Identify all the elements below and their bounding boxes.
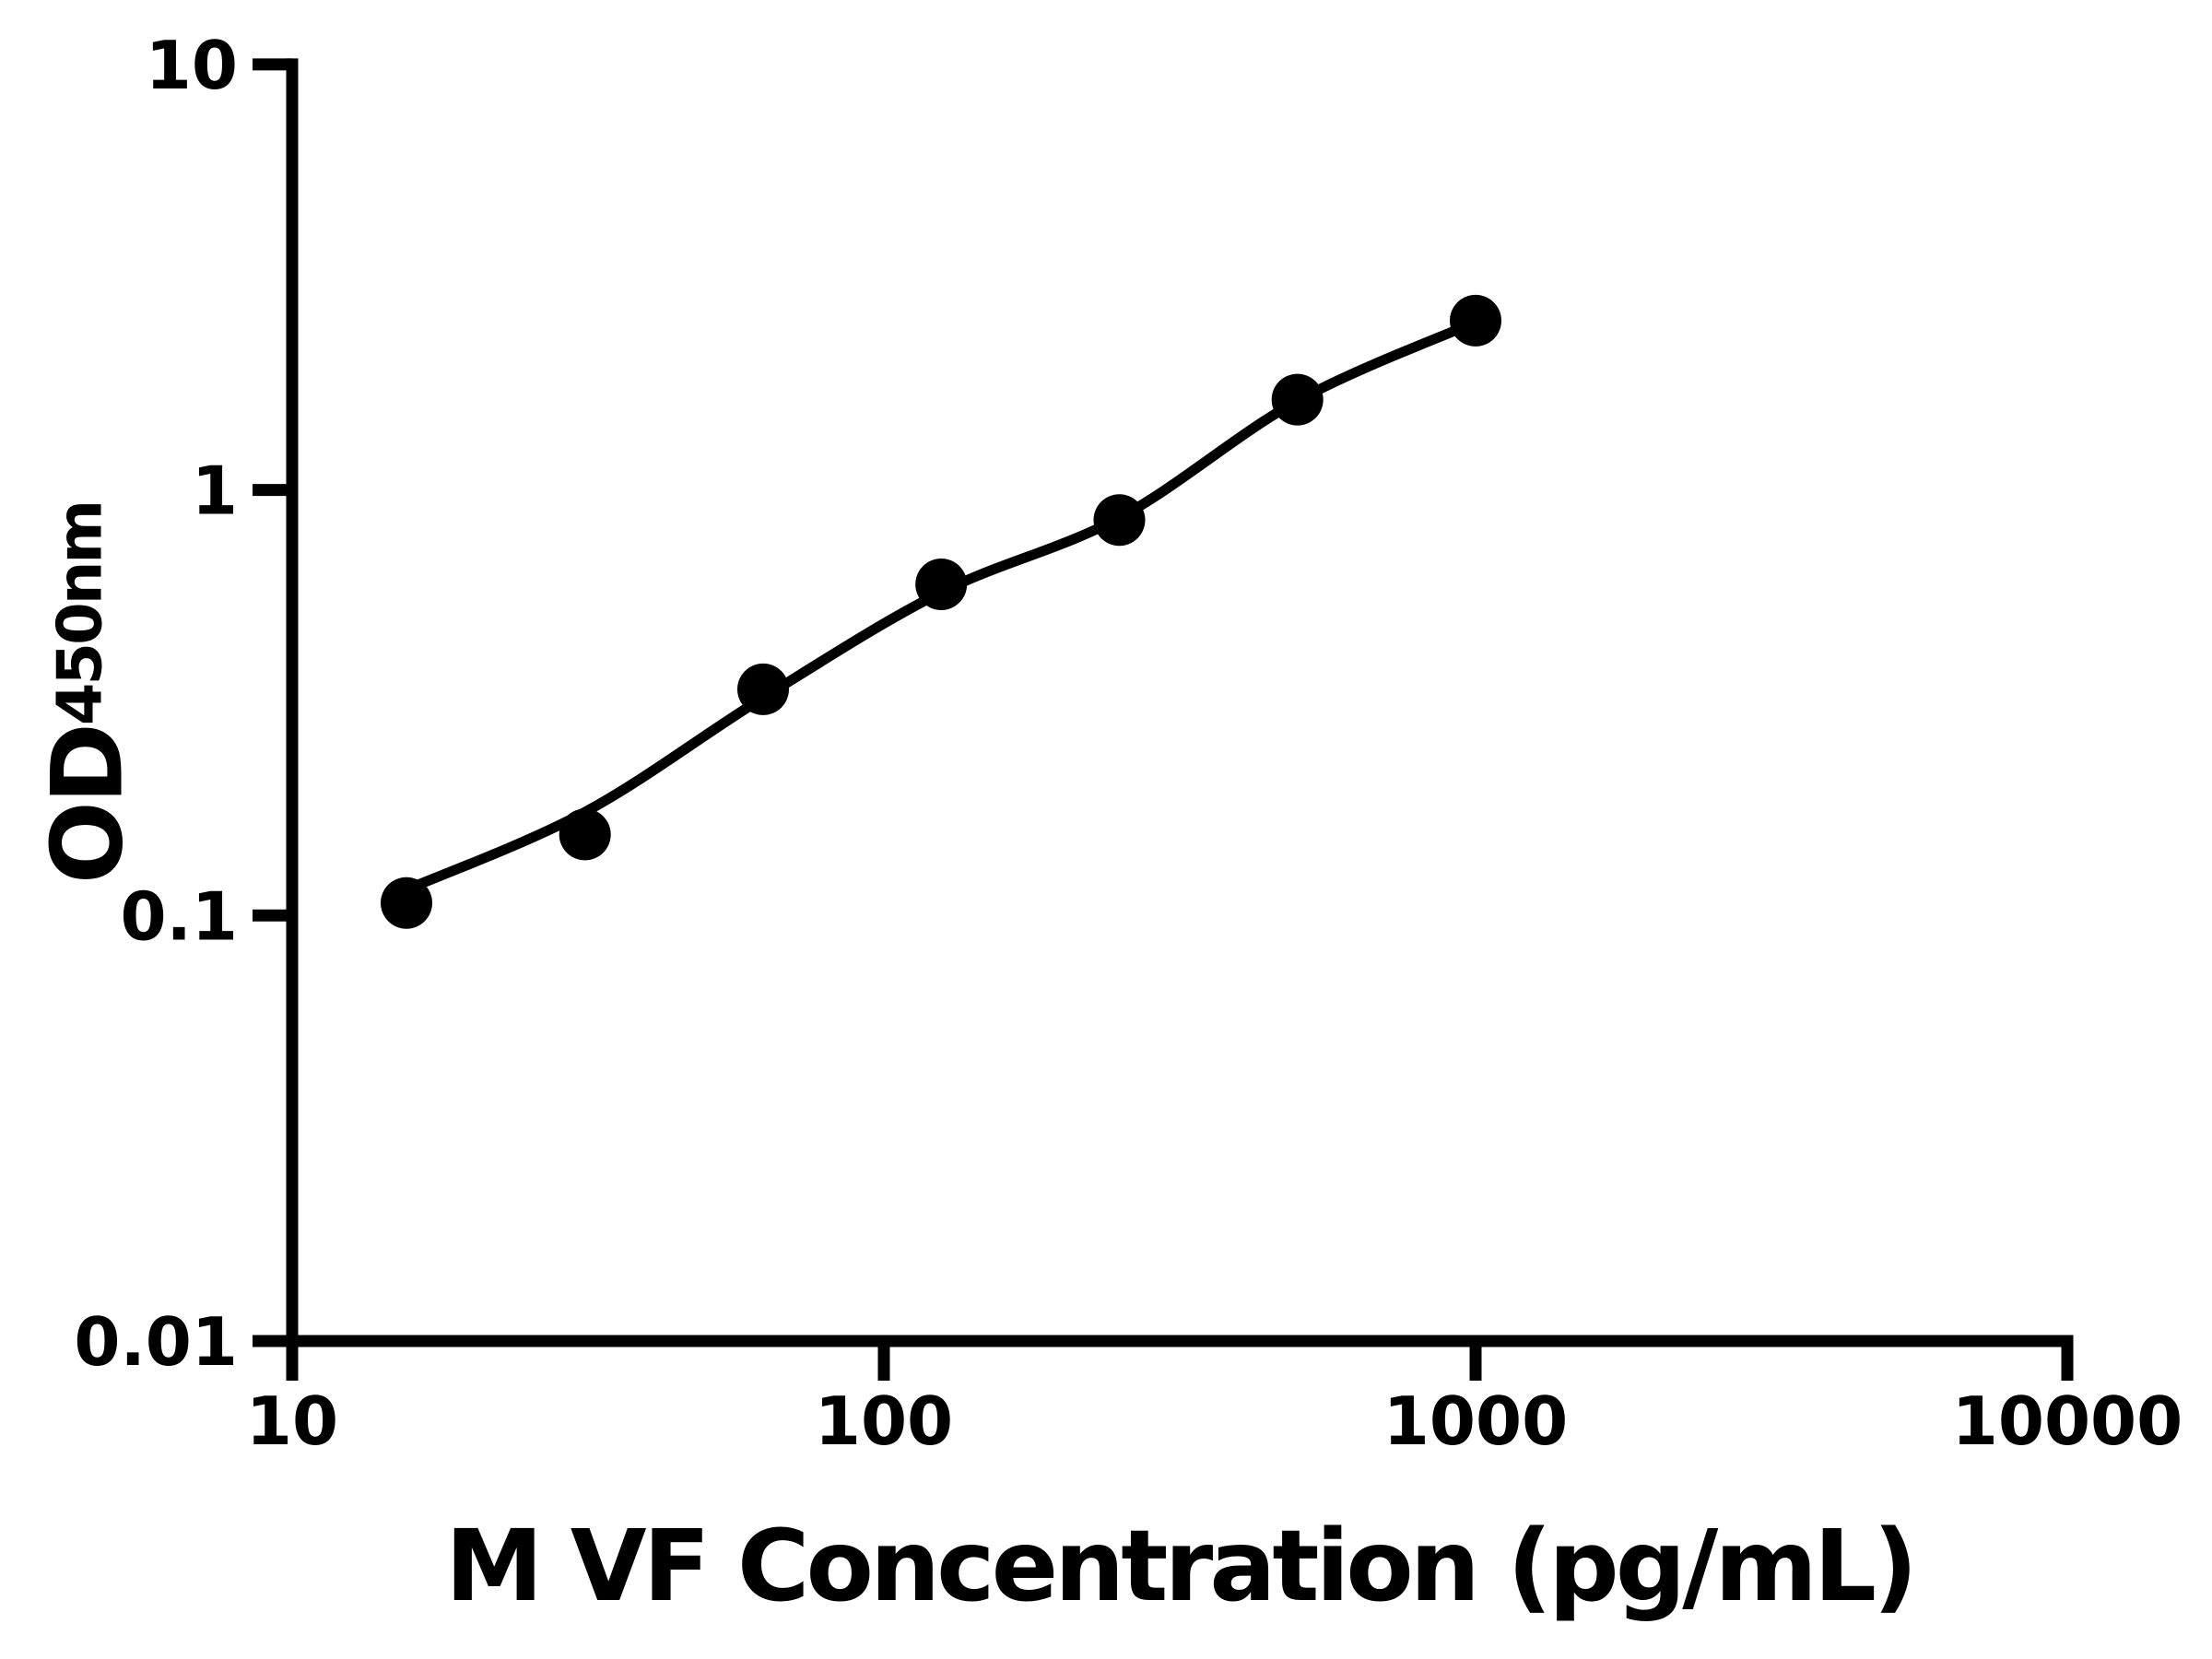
data-point [1450, 294, 1501, 347]
x-tick-label: 10 [246, 1382, 338, 1460]
data-point [559, 808, 611, 861]
data-point [1093, 494, 1146, 547]
y-axis-title-subscript: 450nm [43, 501, 116, 726]
data-point [381, 877, 432, 929]
data-point [1271, 373, 1324, 426]
y-tick-label: 0.1 [120, 877, 238, 955]
data-point [737, 663, 789, 715]
x-tick-label: 100 [815, 1382, 953, 1460]
data-point [915, 559, 968, 610]
y-tick-label: 10 [146, 27, 238, 104]
y-axis-title-main: OD [30, 725, 145, 885]
x-tick-label: 10000 [1952, 1382, 2183, 1460]
y-tick-label: 1 [192, 453, 238, 530]
x-tick-label: 1000 [1383, 1382, 1568, 1460]
x-axis-title: M VF Concentration (pg/mL) [445, 1510, 1918, 1624]
y-axis-title: OD450nm [31, 502, 145, 884]
y-tick-label: 0.01 [74, 1303, 238, 1381]
